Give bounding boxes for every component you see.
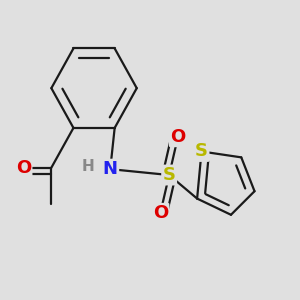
Text: N: N: [103, 160, 118, 178]
Text: O: O: [153, 204, 168, 222]
Text: O: O: [170, 128, 186, 146]
Text: O: O: [16, 159, 31, 177]
Text: H: H: [82, 159, 94, 174]
Text: S: S: [163, 166, 176, 184]
Text: S: S: [195, 142, 208, 160]
